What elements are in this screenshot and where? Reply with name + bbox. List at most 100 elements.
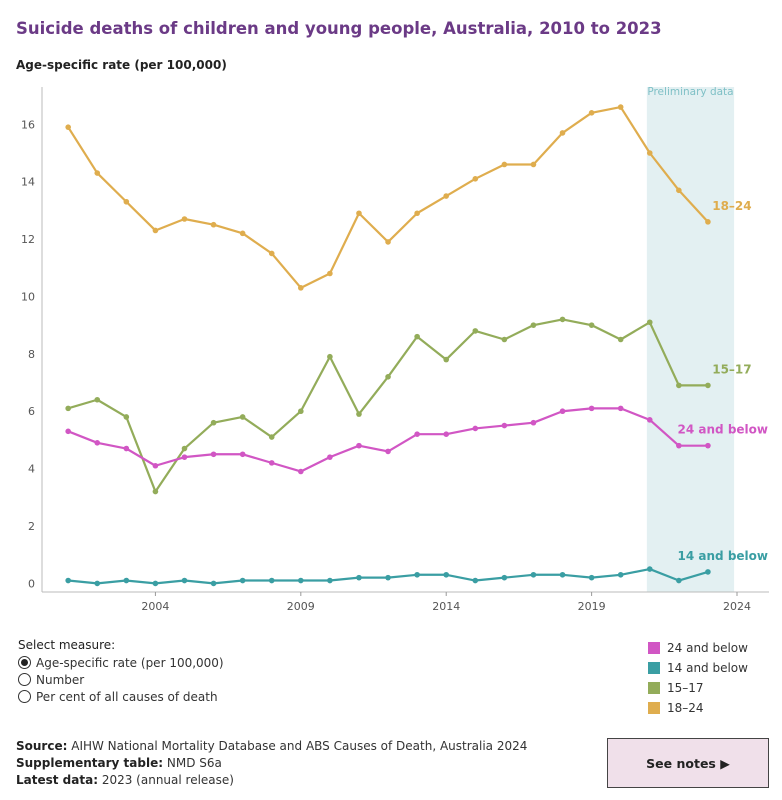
data-point-24-and-below [356,442,362,449]
legend-label: 24 and below [667,641,748,655]
legend-swatch [648,682,660,694]
data-point-14-and-below [94,580,101,587]
data-point-15-17 [268,434,275,440]
data-point-14-and-below [356,574,362,581]
data-point-18-24 [646,150,653,156]
data-point-14-and-below [617,571,624,578]
data-point-14-and-below [123,577,130,584]
x-tick-label: 2004 [141,600,169,610]
data-point-15-17 [472,328,479,334]
data-point-24-and-below [588,405,595,412]
y-tick-label: 8 [28,348,35,361]
data-point-14-and-below [181,577,188,584]
data-point-14-and-below [646,566,653,572]
data-point-15-17 [385,374,391,380]
data-point-15-17 [123,414,130,420]
footer-notes: Source: AIHW National Mortality Database… [16,738,527,789]
measure-option-number[interactable]: Number [18,671,224,688]
data-point-24-and-below [530,419,537,426]
data-point-24-and-below [210,451,217,458]
chart-title: Suicide deaths of children and young peo… [16,19,662,38]
data-point-24-and-below [239,451,246,458]
legend-item-24-and-below[interactable]: 24 and below [648,638,748,658]
data-point-18-24 [268,250,275,257]
data-point-14-and-below [472,577,479,584]
preliminary-label: Preliminary data [647,86,733,98]
radio-percent-icon[interactable] [18,690,31,703]
data-point-24-and-below [472,425,479,432]
data-point-24-and-below [327,454,333,460]
y-tick-label: 2 [28,520,35,533]
data-point-24-and-below [501,422,508,429]
data-point-24-and-below [414,431,420,437]
data-point-15-17 [705,382,711,389]
latest-data-line: Latest data: 2023 (annual release) [16,773,234,787]
data-point-15-17 [356,411,362,417]
data-point-18-24 [617,104,624,110]
data-point-18-24 [210,221,217,228]
see-notes-button[interactable]: See notes ▶ [607,738,769,788]
y-tick-label: 6 [28,405,35,418]
data-point-24-and-below [559,408,566,415]
data-point-14-and-below [559,571,566,578]
measure-heading: Select measure: [18,638,116,652]
series-line-18-24 [67,105,709,289]
data-point-18-24 [472,176,479,182]
data-point-18-24 [94,170,101,176]
preliminary-region [646,87,735,592]
data-point-24-and-below [676,442,682,449]
legend-label: 15–17 [667,681,704,695]
data-point-14-and-below [443,571,450,578]
data-point-15-17 [327,353,333,360]
radio-rate-icon[interactable] [18,656,31,669]
data-point-18-24 [530,161,537,168]
x-tick-label: 2009 [287,600,315,610]
data-point-24-and-below [123,445,130,452]
y-tick-label: 12 [21,233,35,246]
data-point-24-and-below [646,417,653,423]
data-point-18-24 [356,210,362,217]
legend-item-18-24[interactable]: 18–24 [648,698,748,718]
data-point-15-17 [559,316,566,323]
series-label-15-17: 15–17 [712,362,751,376]
line-chart: Preliminary data 0 2 4 6 8 10 12 14 16 2004 2009 20… [21,86,769,610]
data-point-14-and-below [385,574,391,581]
data-point-18-24 [588,110,595,116]
data-point-15-17 [239,414,246,420]
legend-item-15-17[interactable]: 15–17 [648,678,748,698]
series-line-24-and-below [67,407,708,473]
y-axis-label: Age-specific rate (per 100,000) [16,58,227,72]
data-point-18-24 [501,161,508,168]
legend-swatch [648,662,660,674]
measure-option-rate[interactable]: Age-specific rate (per 100,000) [18,654,224,671]
legend-item-14-and-below[interactable]: 14 and below [648,658,748,678]
chart-legend: 24 and below 14 and below 15–17 18–24 [648,638,748,718]
y-tick-label: 10 [21,290,35,303]
radio-number-icon[interactable] [18,673,31,686]
data-point-14-and-below [327,577,333,584]
data-point-14-and-below [65,577,71,584]
series-label-14-and-below: 14 and below [678,549,768,563]
data-point-15-17 [646,319,653,326]
data-point-24-and-below [94,439,101,446]
data-point-24-and-below [617,405,624,412]
data-point-15-17 [501,336,508,343]
data-point-18-24 [385,239,391,245]
series-label-24-and-below: 24 and below [678,423,768,437]
data-point-24-and-below [181,454,188,460]
y-tick-label: 14 [21,176,35,189]
data-point-14-and-below [530,571,537,578]
legend-label: 14 and below [667,661,748,675]
supplementary-line: Supplementary table: NMD S6a [16,756,222,770]
data-point-15-17 [181,445,188,452]
legend-swatch [648,642,660,654]
data-point-14-and-below [152,580,159,587]
measure-option-percent[interactable]: Per cent of all causes of death [18,688,224,705]
data-point-14-and-below [501,574,508,581]
data-point-24-and-below [298,468,304,475]
data-point-15-17 [588,322,595,328]
y-tick-label: 16 [21,118,35,131]
measure-option-label: Per cent of all causes of death [36,689,218,704]
data-point-18-24 [181,216,188,222]
data-point-18-24 [705,219,711,225]
